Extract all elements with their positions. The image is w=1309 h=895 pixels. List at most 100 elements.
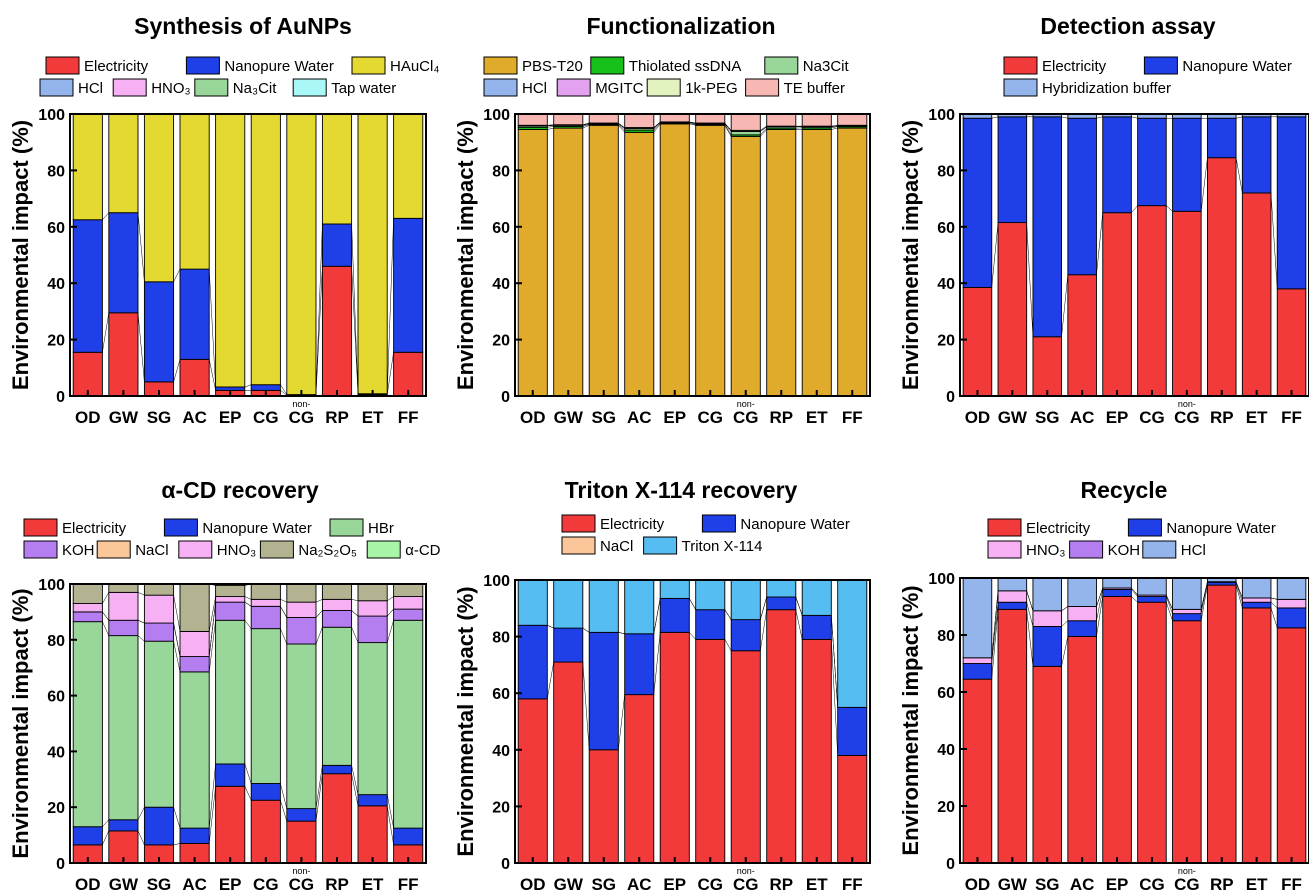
- connector-line: [351, 765, 359, 795]
- legend-item-electricity: Electricity: [561, 514, 665, 533]
- bar-segment-electricity-ep: [215, 785, 246, 864]
- y-tick-label: 40: [492, 743, 510, 760]
- x-tick-label: AC: [627, 408, 652, 427]
- bar-segment-nanopure-water-cg-non: [286, 808, 317, 822]
- connector-line: [1166, 594, 1173, 610]
- connector-line: [653, 598, 661, 634]
- y-tick-label: 60: [492, 686, 510, 703]
- connector-line: [760, 129, 767, 137]
- connector-line: [102, 312, 110, 353]
- connector-line: [760, 126, 767, 132]
- connector-line: [1026, 609, 1034, 667]
- connector-line: [760, 609, 767, 651]
- x-tick-label: AC: [182, 408, 207, 427]
- legend-swatch: [1127, 518, 1162, 537]
- bar-segment-hno-ff: [1276, 598, 1307, 609]
- bar-segment-nanopure-water-cg: [695, 609, 726, 640]
- legend-swatch: [1143, 56, 1178, 75]
- connector-line: [547, 662, 554, 699]
- bar-segment-nanopure-water-gw: [108, 212, 139, 314]
- legend-item-te-buffer: TE buffer: [745, 78, 845, 97]
- connector-line: [1131, 596, 1138, 603]
- legend-item-cd: α-CD: [366, 540, 441, 559]
- bar-segment-hcl-sg: [1032, 577, 1063, 612]
- bar-segment-hcl-cg: [1137, 577, 1167, 596]
- y-tick-label: 0: [56, 856, 65, 873]
- connector-line: [315, 266, 323, 396]
- legend-item-hno: HNO₃: [987, 540, 1065, 559]
- bar-segment-haucl-ep: [215, 113, 246, 388]
- legend-label: Nanopure Water: [1182, 58, 1292, 75]
- bar-segment-te-buffer-ac: [624, 113, 655, 128]
- connector-line: [582, 125, 590, 129]
- x-tick-label: EP: [663, 408, 686, 427]
- bar-segment-te-buffer-gw: [553, 113, 584, 126]
- legend-label: MGITC: [595, 80, 643, 97]
- bar-segment-nanopure-water-gw: [997, 116, 1028, 224]
- bar-segment-nanopure-water-ac: [1067, 117, 1097, 276]
- chart-title: Synthesis of AuNPs: [134, 13, 352, 39]
- bar-segment-nanopure-water-od: [72, 219, 103, 353]
- bar-segment-electricity-cg: [250, 799, 281, 864]
- legend-item-koh: KOH: [23, 540, 95, 559]
- x-tick-label: OD: [520, 875, 546, 894]
- bar-segment-electricity-rp: [321, 265, 353, 397]
- bar-segment-nanopure-water-cg: [1137, 117, 1167, 207]
- bar-segment-nanopure-water-et: [1241, 601, 1272, 609]
- bar-segment-electricity-sg: [1032, 665, 1063, 864]
- connector-line: [1200, 157, 1208, 212]
- bar-segment-na-s-o-od: [72, 583, 103, 604]
- bar-segment-nanopure-water-sg: [588, 631, 619, 751]
- bar-segment-hno-od: [72, 603, 103, 613]
- bar-segment-koh-gw: [108, 619, 139, 637]
- connector-line: [795, 609, 803, 640]
- bar-segment-nanopure-water-ff: [1276, 116, 1307, 290]
- connector-line: [582, 123, 590, 126]
- legend-item-mgitc: MGITC: [556, 78, 644, 97]
- y-tick-label: 100: [38, 577, 65, 594]
- x-tick-superscript: non-: [1178, 866, 1196, 876]
- bar-segment-nanopure-water-ac: [624, 633, 655, 696]
- connector-line: [280, 599, 287, 603]
- bar-segment-na-s-o-gw: [108, 583, 139, 593]
- chart-panel-2: Functionalization PBS-T20 Thiolated ssDNA N…: [453, 13, 871, 427]
- legend-item-electricity: Electricity: [987, 518, 1091, 537]
- x-tick-label: SG: [591, 875, 616, 894]
- connector-line: [724, 125, 732, 137]
- bar-segment-pbs-t20-sg: [588, 124, 619, 397]
- bar-segment-nanopure-water-ff: [1276, 607, 1307, 629]
- connector-line: [208, 359, 216, 391]
- legend-item-koh: KOH: [1069, 540, 1140, 559]
- x-tick-label: OD: [520, 408, 546, 427]
- connector-line: [280, 384, 288, 395]
- legend-label: Electricity: [1042, 58, 1107, 75]
- legend-label: Hybridization buffer: [1042, 80, 1171, 97]
- connector-line: [547, 127, 554, 130]
- connector-line: [351, 610, 359, 617]
- x-tick-label: CG: [1139, 875, 1165, 894]
- connector-line: [689, 121, 696, 124]
- x-tick-label: AC: [182, 875, 207, 894]
- legend-item-hcl: HCl: [1142, 540, 1206, 559]
- bar-segment-nanopure-water-od: [517, 624, 548, 700]
- bar-segment-pbs-t20-et: [801, 129, 832, 397]
- bar-segment-triton-x-114-ep: [659, 579, 690, 599]
- bar-segment-na-s-o-cg: [250, 583, 281, 600]
- legend-swatch: [701, 514, 736, 533]
- y-tick-label: 100: [483, 107, 510, 124]
- plot-frame: [959, 113, 1309, 397]
- connector-line: [244, 596, 252, 600]
- legend-swatch: [96, 540, 131, 559]
- bar-segment-te-buffer-cg: [695, 113, 726, 124]
- bar-segment-haucl-cg: [250, 113, 281, 386]
- legend-label: Na₂S₂O₅: [298, 542, 357, 559]
- y-tick-label: 20: [47, 333, 65, 350]
- connector-line: [1235, 585, 1243, 608]
- connector-line: [386, 352, 394, 395]
- connector-line: [386, 805, 394, 845]
- legend-swatch: [987, 540, 1022, 559]
- legend-swatch: [23, 518, 58, 537]
- legend-item-electricity: Electricity: [23, 518, 127, 537]
- legend-item-tap-water: Tap water: [292, 78, 396, 97]
- bar-segment-triton-x-114-sg: [588, 579, 619, 633]
